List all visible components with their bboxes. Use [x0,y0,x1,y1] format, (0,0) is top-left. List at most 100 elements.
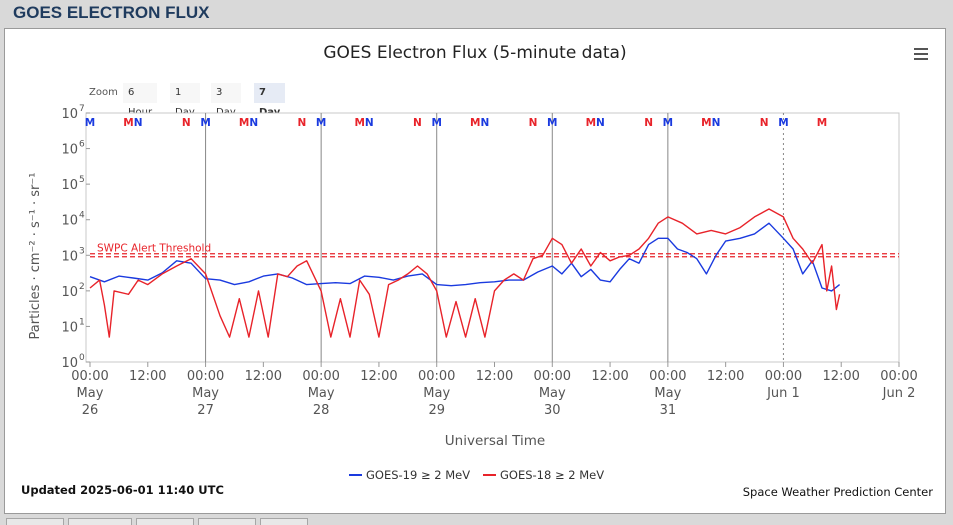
x-tick-label: May [654,386,681,401]
x-tick-label: 12:00 [822,369,859,384]
x-tick-label: 28 [313,403,330,418]
y-tick-label: 10 [61,249,78,264]
noon-midnight-marker: M [123,117,133,129]
y-tick-label: 10 [61,214,78,229]
noon-midnight-marker: N [480,117,489,129]
legend-label[interactable]: GOES-19 ≥ 2 MeV [366,468,470,482]
x-tick-label: May [77,386,104,401]
y-tick-exponent: 1 [79,317,85,327]
x-tick-label: 00:00 [534,369,571,384]
noon-midnight-marker: M [85,117,95,129]
grid-lines [205,113,784,362]
y-tick-label: 10 [61,143,78,158]
page-title: GOES ELECTRON FLUX [13,3,210,22]
bottom-tab[interactable] [260,518,308,525]
noon-midnight-marker: N [760,117,769,129]
x-axis-ticks: 00:00 May 26 12:00 00:00 May 27 12:00 00:00 May 28… [71,362,918,418]
y-tick-label: 10 [61,107,78,122]
y-tick-exponent: 5 [79,175,85,185]
noon-midnight-marker: N [297,117,306,129]
updated-timestamp: Updated 2025-06-01 11:40 UTC [21,483,224,497]
noon-midnight-marker: M [701,117,711,129]
chart-panel: GOES Electron Flux (5-minute data) Zoom … [4,28,946,514]
legend: GOES-19 ≥ 2 MeV GOES-18 ≥ 2 MeV [349,468,604,482]
hamburger-menu-icon[interactable] [914,48,928,60]
noon-midnight-marker: N [365,117,374,129]
x-tick-label: 00:00 [302,369,339,384]
noon-midnight-marker: N [182,117,191,129]
x-tick-label: 00:00 [649,369,686,384]
x-tick-label: 00:00 [765,369,802,384]
y-tick-exponent: 2 [79,282,85,292]
x-tick-label: 29 [428,403,445,418]
noon-midnight-marker: N [596,117,605,129]
y-axis-label: Particles · cm⁻² · s⁻¹ · sr⁻¹ [28,173,43,340]
x-tick-label: 26 [82,403,99,418]
noon-midnight-marker: M [547,117,557,129]
x-tick-label: 12:00 [245,369,282,384]
noon-midnight-marker: M [431,117,441,129]
noon-midnight-marker: N [249,117,258,129]
x-tick-label: 12:00 [476,369,513,384]
alert-threshold: SWPC Alert Threshold [90,242,899,258]
y-tick-label: 10 [61,178,78,193]
noon-midnight-marker: N [644,117,653,129]
x-tick-label: 00:00 [71,369,108,384]
noon-midnight-marker: M [817,117,827,129]
y-tick-exponent: 7 [79,104,85,114]
x-tick-label: 30 [544,403,561,418]
noon-midnight-marker: N [712,117,721,129]
x-tick-label: 12:00 [591,369,628,384]
bottom-tab-strip [0,514,953,525]
bottom-tab[interactable] [68,518,132,525]
x-tick-label: 27 [197,403,214,418]
noon-midnight-marker: N [134,117,143,129]
noon-midnight-marker: N [413,117,422,129]
x-tick-label: 12:00 [129,369,166,384]
noon-midnight-marker: M [778,117,788,129]
y-tick-exponent: 3 [79,246,85,256]
y-tick-exponent: 4 [79,211,85,221]
x-tick-label: 00:00 [187,369,224,384]
noon-midnight-marker: M [316,117,326,129]
x-tick-label: Jun 1 [766,386,800,401]
x-tick-label: May [539,386,566,401]
y-tick-label: 10 [61,356,78,371]
noon-midnight-marker: M [200,117,210,129]
y-tick-exponent: 6 [79,140,85,150]
x-tick-label: 00:00 [880,369,917,384]
noon-midnight-marker: M [354,117,364,129]
x-tick-label: May [308,386,335,401]
credit-text: Space Weather Prediction Center [742,485,933,499]
bottom-tab[interactable] [136,518,194,525]
series-lines [89,208,841,338]
page-header: GOES ELECTRON FLUX [0,0,953,26]
noon-midnight-marker: M [663,117,673,129]
chart-title: GOES Electron Flux (5-minute data) [323,43,627,63]
x-tick-label: 31 [660,403,677,418]
legend-label[interactable]: GOES-18 ≥ 2 MeV [500,468,604,482]
y-tick-label: 10 [61,285,78,300]
bottom-tab[interactable] [198,518,256,525]
x-tick-label: 00:00 [418,369,455,384]
noon-midnight-marker: M [470,117,480,129]
noon-midnight-marker: N [529,117,538,129]
plot-area [85,112,900,363]
bottom-tab[interactable] [6,518,64,525]
threshold-label: SWPC Alert Threshold [97,242,211,254]
x-tick-label: 12:00 [707,369,744,384]
noon-midnight-marker: M [586,117,596,129]
zoom-label: Zoom [89,87,118,98]
series-line-goes-18 [89,208,841,338]
x-axis-label: Universal Time [445,433,545,449]
x-tick-label: May [423,386,450,401]
x-tick-label: 12:00 [360,369,397,384]
y-tick-exponent: 0 [79,353,85,363]
x-tick-label: Jun 2 [882,386,916,401]
y-tick-label: 10 [61,320,78,335]
x-tick-label: May [192,386,219,401]
noon-midnight-marker: M [239,117,249,129]
